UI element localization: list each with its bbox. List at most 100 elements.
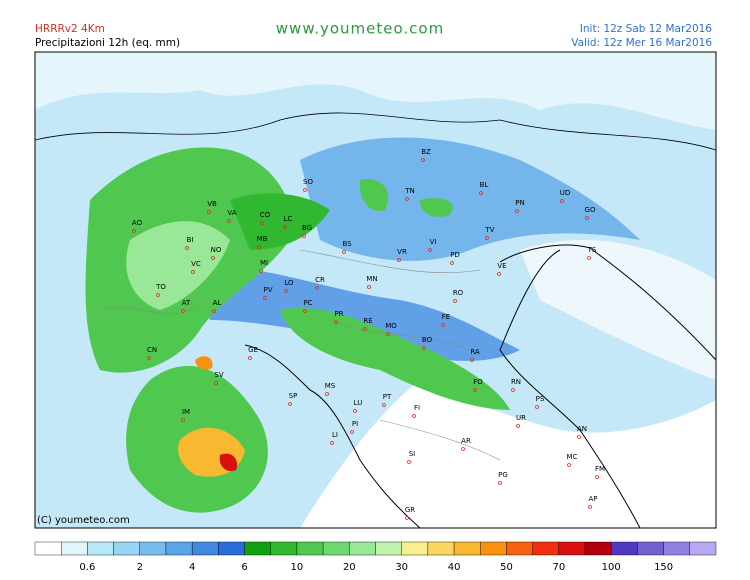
dry-area	[300, 380, 716, 528]
colorbar-swatch	[480, 541, 507, 556]
city-dot	[315, 286, 319, 290]
city-dot	[284, 289, 288, 293]
city-label: VR	[397, 248, 407, 256]
city-label: VC	[191, 260, 201, 268]
city-dot	[485, 236, 489, 240]
border	[35, 112, 716, 151]
city-label: VB	[207, 200, 217, 208]
colorbar-swatch	[532, 541, 560, 556]
city-label: AO	[132, 219, 143, 227]
colorbar-label: 4	[189, 562, 195, 573]
city-dot	[497, 272, 501, 276]
city-label: PS	[536, 395, 545, 403]
city-label: AN	[577, 425, 587, 433]
city-label: TS	[587, 246, 597, 254]
city-label: LI	[332, 431, 338, 439]
colorbar-label: 10	[291, 562, 304, 573]
city-dot	[535, 405, 539, 409]
map: BZ TN BL UD PN GO TS TV VE PD VI VR BS BG LC CO SO VB VA MB…	[34, 51, 717, 529]
city-dot	[181, 418, 185, 422]
city-label: RO	[453, 289, 464, 297]
city-label: CR	[315, 276, 325, 284]
colorbar-swatch	[87, 541, 114, 556]
coastline	[244, 244, 716, 528]
city-dot	[405, 516, 409, 520]
city-dot	[479, 191, 483, 195]
city-label: IM	[182, 408, 190, 416]
colorbar-swatch	[270, 541, 298, 556]
city-label: MO	[385, 322, 397, 330]
copyright: (C) youmeteo.com	[37, 515, 130, 526]
city-label: TN	[404, 187, 415, 195]
city-dot	[132, 229, 136, 233]
field-name: Precipitazioni 12h (eq. mm)	[35, 37, 180, 49]
colorbar-swatch	[427, 541, 455, 556]
city-label: PD	[450, 251, 460, 259]
city-label: VA	[227, 209, 236, 217]
city-dot	[461, 447, 465, 451]
city-label: SP	[289, 392, 298, 400]
colorbar-swatch	[34, 541, 62, 556]
city-dot	[450, 261, 454, 265]
colorbar-swatch	[506, 541, 533, 556]
city-label: MC	[567, 453, 578, 461]
colorbar-swatch	[663, 541, 691, 556]
city-label: SI	[409, 450, 416, 458]
city-dot	[260, 221, 264, 225]
city-label: BI	[187, 236, 194, 244]
city-label: CO	[260, 211, 271, 219]
city-label: TO	[155, 283, 166, 291]
city-label: TV	[484, 226, 494, 234]
city-label: RE	[363, 317, 372, 325]
city-dot	[428, 248, 432, 252]
precip-area	[219, 453, 238, 472]
city-dot	[353, 409, 357, 413]
city-dot	[473, 388, 477, 392]
colorbar-swatch	[453, 541, 481, 556]
city-label: BS	[342, 240, 352, 248]
colorbar-swatch	[322, 541, 350, 556]
precip-area	[195, 356, 213, 370]
city-label: VI	[430, 238, 437, 246]
city-label: GE	[248, 346, 258, 354]
city-label: BO	[422, 336, 433, 344]
cities: BZ TN BL UD PN GO TS TV VE PD VI VR BS BG LC CO SO VB VA MB…	[132, 148, 605, 520]
city-dot	[350, 430, 354, 434]
colorbar-swatch	[191, 541, 219, 556]
city-label: UR	[516, 414, 526, 422]
map-frame	[34, 51, 717, 529]
city-dot	[363, 327, 367, 331]
city-label: FE	[442, 313, 450, 321]
city-label: FM	[595, 465, 605, 473]
colorbar-label: 70	[552, 562, 565, 573]
city-dot	[181, 309, 185, 313]
city-label: CN	[147, 346, 157, 354]
city-label: LU	[354, 399, 363, 407]
colorbar-label: 6	[241, 562, 247, 573]
city-dot	[567, 463, 571, 467]
precip-area	[35, 52, 716, 130]
city-dot	[211, 256, 215, 260]
city-dot	[147, 356, 151, 360]
city-label: AP	[588, 495, 597, 503]
city-dot	[257, 245, 261, 249]
city-label: VE	[497, 262, 506, 270]
city-dot	[185, 246, 189, 250]
colorbar-swatch	[218, 541, 245, 556]
colorbar-swatch	[558, 541, 586, 556]
colorbar-swatch	[165, 541, 193, 556]
city-label: MI	[260, 259, 268, 267]
city-label: SV	[214, 371, 223, 379]
city-dot	[214, 381, 218, 385]
city-dot	[595, 475, 599, 479]
city-label: MN	[366, 275, 377, 283]
model-name: HRRRv2 4Km	[35, 23, 105, 35]
site-name: www.youmeteo.com	[276, 20, 444, 38]
colorbar-swatch	[113, 541, 140, 556]
colorbar-swatch	[689, 541, 717, 556]
colorbar-label: 150	[654, 562, 673, 573]
city-dot	[207, 210, 211, 214]
city-dot	[453, 299, 457, 303]
